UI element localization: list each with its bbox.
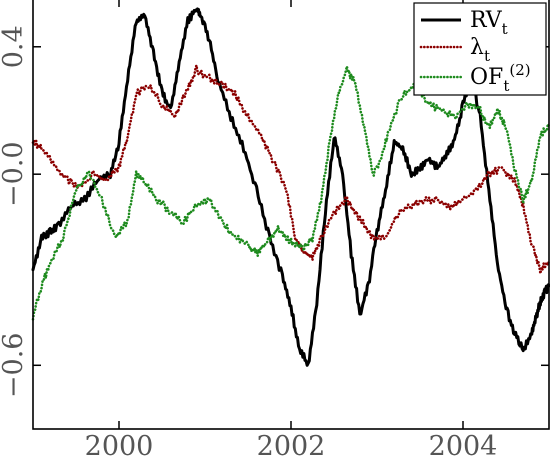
legend-box bbox=[413, 2, 547, 96]
y-tick-label: 0.4 bbox=[0, 25, 29, 68]
y-tick-label: −0.6 bbox=[0, 333, 29, 399]
x-tick-label: 2002 bbox=[257, 431, 326, 462]
x-tick-label: 2000 bbox=[85, 431, 154, 462]
legend-label-3: OFt(2) bbox=[470, 61, 531, 95]
series-line-3 bbox=[31, 65, 550, 321]
series-line-1 bbox=[31, 7, 550, 367]
series-layer bbox=[31, 7, 550, 367]
legend-label-2: λt bbox=[470, 35, 490, 65]
legend-label-1: RVt bbox=[470, 8, 508, 38]
x-tick-label: 2004 bbox=[429, 431, 498, 462]
y-tick-label: −0.0 bbox=[0, 141, 29, 207]
series-line-2 bbox=[31, 64, 550, 275]
